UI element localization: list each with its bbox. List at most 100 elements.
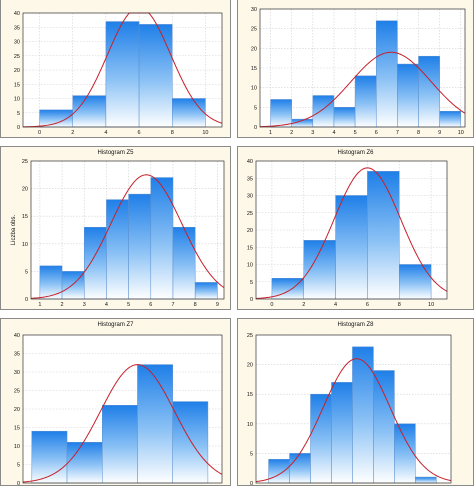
x-tick-label: 3 <box>311 130 314 136</box>
y-tick-label: 15 <box>247 392 253 398</box>
histogram-panel-z8: Histogram Z8 0 5 10 15 20 25 <box>237 318 474 487</box>
histogram-bar <box>333 107 356 128</box>
normal-curve <box>259 51 466 128</box>
y-tick-label: 15 <box>251 66 257 72</box>
y-tick-label: 0 <box>250 297 253 303</box>
y-tick-label: 20 <box>247 363 253 369</box>
histogram-bar <box>418 55 440 128</box>
y-tick-label: 40 <box>14 11 20 17</box>
histogram-panel-z7: Histogram Z7 0 5 10 15 20 25 30 35 40 <box>0 318 231 487</box>
y-tick-label: 20 <box>251 46 257 52</box>
y-tick-label: 25 <box>14 389 20 395</box>
y-tick-label: 15 <box>14 426 20 432</box>
histogram-panel-2: 0 5 10 15 20 25 30 1 2 3 4 5 6 7 8 9 10 <box>237 0 474 138</box>
x-tick-label: 10 <box>202 130 208 136</box>
x-tick-label: 5 <box>354 130 357 136</box>
y-tick-label: 35 <box>14 25 20 31</box>
histogram-bar <box>39 109 73 128</box>
histogram-bar <box>194 282 218 300</box>
histogram-bar <box>268 459 290 484</box>
normal-curve <box>22 364 223 483</box>
x-tick-label: 10 <box>428 302 434 308</box>
histogram-bar <box>373 370 395 484</box>
histogram-bar <box>331 382 353 484</box>
plot-frame <box>30 160 225 300</box>
chart-title: Histogram Z5 <box>97 150 134 156</box>
plot-frame <box>255 160 448 300</box>
plot-frame <box>22 12 223 128</box>
histogram-panel-1: 0 5 10 15 20 25 30 35 40 0 2 4 6 8 10 <box>0 0 231 138</box>
x-tick-label: 8 <box>194 302 197 308</box>
histogram-bar <box>312 95 335 128</box>
histogram-bar <box>289 453 311 484</box>
y-tick-label: 10 <box>247 263 253 269</box>
x-tick-label: 0 <box>270 302 273 308</box>
x-tick-label: 8 <box>398 302 401 308</box>
histogram-bar <box>105 21 140 128</box>
y-tick-label: 40 <box>247 159 253 165</box>
y-tick-label: 5 <box>25 269 28 275</box>
x-tick-label: 7 <box>171 302 174 308</box>
histogram-bar <box>303 240 336 300</box>
x-tick-label: 10 <box>458 130 464 136</box>
y-tick-label: 5 <box>250 451 253 457</box>
histogram-z5: 0 5 10 15 20 25 1 2 3 4 5 6 7 8 9 <box>22 159 225 308</box>
histogram-bar <box>354 75 377 128</box>
y-tick-label: 15 <box>14 82 20 88</box>
y-tick-label: 20 <box>22 187 28 193</box>
y-tick-label: 5 <box>250 280 253 286</box>
histogram-bar <box>439 111 462 128</box>
y-tick-label: 30 <box>14 40 20 46</box>
histogram-panel-z5: Histogram Z5 Liczba obs. 0 5 10 15 20 25 1 2 3 4 5… <box>0 146 231 310</box>
y-tick-label: 30 <box>247 194 253 200</box>
y-tick-label: 10 <box>14 444 20 450</box>
y-tick-label: 5 <box>17 463 20 469</box>
histogram-bar <box>138 24 173 128</box>
y-tick-label: 0 <box>254 125 257 131</box>
y-tick-label: 10 <box>251 86 257 92</box>
x-tick-label: 4 <box>334 302 337 308</box>
x-tick-label: 2 <box>302 302 305 308</box>
y-tick-label: 10 <box>247 422 253 428</box>
x-tick-label: 2 <box>61 302 64 308</box>
y-tick-label: 25 <box>251 27 257 33</box>
y-tick-label: 35 <box>247 176 253 182</box>
x-tick-label: 3 <box>83 302 86 308</box>
histogram-z6: 0 5 10 15 20 25 30 35 40 0 2 4 6 8 10 <box>247 159 448 308</box>
x-tick-label: 1 <box>269 130 272 136</box>
x-tick-label: 6 <box>366 302 369 308</box>
y-tick-label: 20 <box>247 228 253 234</box>
x-tick-label: 8 <box>171 130 174 136</box>
histogram-bar <box>397 63 419 128</box>
x-tick-label: 6 <box>149 302 152 308</box>
x-tick-label: 9 <box>438 130 441 136</box>
x-tick-label: 7 <box>396 130 399 136</box>
histogram-bar <box>150 177 174 300</box>
x-tick-label: 1 <box>38 302 41 308</box>
x-tick-label: 2 <box>71 130 74 136</box>
y-tick-label: 35 <box>14 352 20 358</box>
x-tick-label: 4 <box>332 130 335 136</box>
x-tick-label: 6 <box>138 130 141 136</box>
y-tick-label: 5 <box>254 105 257 111</box>
x-tick-label: 8 <box>417 130 420 136</box>
y-tick-label: 25 <box>247 333 253 339</box>
y-tick-label: 0 <box>25 297 28 303</box>
histogram-bar <box>172 226 196 300</box>
y-tick-label: 0 <box>250 481 253 487</box>
histogram-bar <box>66 442 103 484</box>
histogram-bar <box>399 264 432 300</box>
y-tick-label: 25 <box>14 54 20 60</box>
y-tick-label: 25 <box>247 211 253 217</box>
y-tick-label: 30 <box>251 7 257 13</box>
x-tick-label: 5 <box>127 302 130 308</box>
y-tick-label: 20 <box>14 68 20 74</box>
histogram-1: 0 5 10 15 20 25 30 35 40 0 2 4 6 8 10 <box>14 11 223 136</box>
histogram-bar <box>352 346 374 484</box>
histogram-bar <box>39 265 63 300</box>
x-tick-label: 6 <box>375 130 378 136</box>
x-tick-label: 9 <box>216 302 219 308</box>
histogram-bar <box>310 393 332 484</box>
plot-frame <box>259 8 466 128</box>
histogram-bar <box>270 99 292 128</box>
